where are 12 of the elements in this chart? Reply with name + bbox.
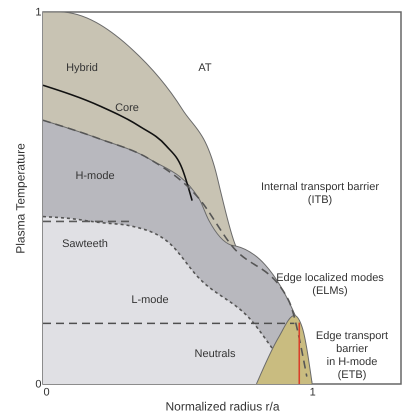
annotation: Sawteeth <box>62 238 108 250</box>
annotation: H-mode <box>75 170 115 182</box>
annotation: Edge transport barrier in H-mode (ETB) <box>316 330 388 381</box>
annotation: Core <box>115 102 139 114</box>
annotation: Hybrid <box>66 62 98 74</box>
annotation: Neutrals <box>194 348 236 360</box>
x-axis-title: Normalized radius r/a <box>165 400 280 414</box>
annotation: AT <box>198 62 212 74</box>
annotation: Internal transport barrier (ITB) <box>261 181 380 206</box>
annotation: L-mode <box>131 294 169 306</box>
y-axis-title: Plasma Temperature <box>13 142 28 254</box>
annotation: Edge localized modes (ELMs) <box>276 272 384 297</box>
